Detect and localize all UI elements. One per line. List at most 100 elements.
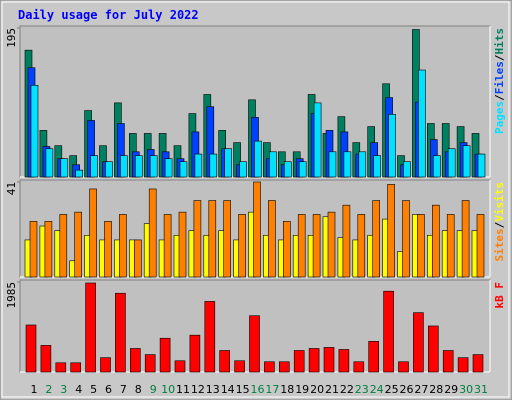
x-tick-label: 2 xyxy=(45,383,52,396)
bar xyxy=(219,350,230,373)
x-tick-label: 6 xyxy=(105,383,112,396)
bar xyxy=(29,221,38,278)
x-tick-label: 13 xyxy=(206,383,220,396)
x-tick-label: 8 xyxy=(135,383,142,396)
x-tick-label: 4 xyxy=(75,383,82,396)
y-tick-label: 195 xyxy=(5,28,18,48)
bar xyxy=(278,361,290,373)
chart-title: Daily usage for July 2022 xyxy=(18,8,199,22)
bar xyxy=(163,214,172,278)
bar xyxy=(328,151,337,178)
x-tick-label: 20 xyxy=(310,383,324,396)
bar xyxy=(413,312,424,373)
bar xyxy=(75,169,83,178)
bar xyxy=(293,350,305,373)
x-tick-label: 15 xyxy=(236,383,250,396)
bar xyxy=(115,292,126,373)
x-tick-label: 31 xyxy=(474,383,488,396)
x-tick-label: 5 xyxy=(90,383,97,396)
x-tick-label: 11 xyxy=(176,383,190,396)
bar xyxy=(204,301,216,373)
bar xyxy=(402,200,410,278)
bar xyxy=(59,214,68,278)
bar xyxy=(432,155,441,178)
bar xyxy=(269,151,277,178)
bar xyxy=(343,151,352,178)
bar xyxy=(446,214,455,278)
x-tick-label: 27 xyxy=(414,383,428,396)
x-tick-label: 12 xyxy=(191,383,205,396)
bar xyxy=(45,148,54,178)
bar xyxy=(457,357,469,373)
bar xyxy=(25,324,37,373)
x-tick-label: 19 xyxy=(295,383,309,396)
x-tick-label: 29 xyxy=(444,383,458,396)
bar xyxy=(268,200,276,278)
legend-separator: / xyxy=(493,94,506,101)
bar xyxy=(179,161,188,178)
x-tick-label: 18 xyxy=(280,383,294,396)
bar xyxy=(239,161,247,178)
bar xyxy=(105,161,113,178)
bar xyxy=(253,181,261,278)
bar xyxy=(130,348,141,373)
x-tick-label: 22 xyxy=(340,383,354,396)
bar xyxy=(189,334,201,373)
bar xyxy=(342,204,351,278)
bar xyxy=(208,200,217,278)
legend-separator: / xyxy=(493,54,506,61)
bar xyxy=(223,200,231,278)
legend: Sites/Visits xyxy=(493,182,506,262)
legend-entry: Visits xyxy=(493,182,506,222)
bar xyxy=(357,214,366,278)
bar xyxy=(209,153,218,178)
bar xyxy=(403,161,411,178)
bar xyxy=(164,158,173,178)
bar xyxy=(70,362,81,373)
bar xyxy=(353,361,365,373)
x-tick-label: 30 xyxy=(459,383,473,396)
x-tick-label: 1 xyxy=(31,383,38,396)
bar xyxy=(249,315,260,373)
x-tick-label: 25 xyxy=(385,383,399,396)
bar xyxy=(477,153,486,178)
bar xyxy=(383,290,394,373)
bar xyxy=(193,200,202,278)
bar xyxy=(431,204,440,278)
bar xyxy=(134,239,142,278)
bar xyxy=(44,221,53,278)
bar xyxy=(89,188,97,278)
x-tick-label: 23 xyxy=(355,383,369,396)
y-tick-label: 1985 xyxy=(5,282,18,309)
bar xyxy=(298,161,307,178)
bar xyxy=(372,200,381,278)
bar xyxy=(174,360,186,373)
bar xyxy=(135,155,143,178)
bar xyxy=(327,211,336,278)
bar xyxy=(119,214,127,278)
bar xyxy=(442,350,454,373)
x-tick-label: 9 xyxy=(150,383,157,396)
bar xyxy=(55,362,67,373)
bar xyxy=(461,200,470,278)
bar xyxy=(224,148,232,178)
bar xyxy=(159,337,171,373)
bar xyxy=(282,221,291,278)
bar xyxy=(104,221,112,278)
x-tick-label: 28 xyxy=(429,383,443,396)
bar xyxy=(90,155,98,178)
bar xyxy=(398,361,409,373)
bar xyxy=(323,347,335,373)
bar xyxy=(338,349,350,373)
bar xyxy=(297,214,306,278)
x-tick-label: 10 xyxy=(161,383,175,396)
bar xyxy=(264,361,275,373)
bar xyxy=(313,102,322,178)
legend-entry: Pages xyxy=(493,101,506,134)
bar xyxy=(30,85,39,178)
bar xyxy=(312,214,321,278)
bar xyxy=(60,158,69,178)
legend: Pages/Files/Hits xyxy=(493,28,506,134)
bar xyxy=(148,188,157,278)
